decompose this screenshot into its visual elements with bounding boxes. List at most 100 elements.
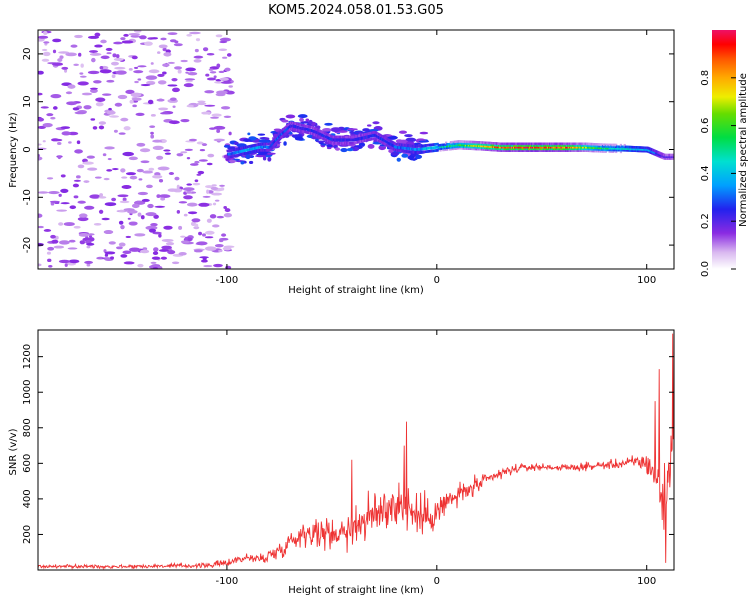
noise-cell (118, 220, 124, 225)
noise-cell (212, 224, 220, 228)
ridge-cell (615, 143, 618, 147)
noise-cell (152, 139, 163, 143)
noise-cell (140, 83, 151, 87)
signal-cell (387, 136, 398, 140)
noise-cell (47, 246, 55, 251)
noise-cell (100, 55, 110, 60)
noise-cell (188, 138, 198, 142)
noise-cell (148, 167, 155, 171)
noise-cell (38, 117, 45, 122)
noise-cell (90, 118, 96, 121)
noise-cell (129, 175, 138, 180)
noise-cell (142, 170, 154, 174)
noise-cell (79, 72, 84, 75)
noise-cell (183, 213, 188, 217)
colorbar-ticks: 0.0 0.2 0.4 0.6 0.8 (700, 70, 736, 277)
noise-cell (73, 63, 79, 67)
noise-cell (223, 205, 227, 209)
noise-cell (160, 37, 167, 41)
noise-cell (172, 105, 176, 108)
y-tick-label: -10 (22, 189, 33, 205)
noise-cell (67, 84, 76, 89)
noise-cell (178, 201, 188, 204)
noise-cell (218, 70, 225, 74)
noise-cell (99, 65, 104, 70)
noise-cell (38, 263, 42, 267)
noise-cell (104, 146, 115, 150)
noise-cell (57, 58, 63, 62)
noise-cell (60, 126, 71, 129)
noise-cell (180, 235, 186, 238)
noise-cell (38, 191, 49, 194)
noise-cell (138, 178, 143, 181)
x-tick-label: -100 (216, 275, 239, 286)
noise-cell (133, 66, 139, 69)
noise-cell (77, 200, 86, 204)
ridge-cell (444, 148, 447, 152)
signal-cell (395, 139, 403, 143)
noise-cell (105, 47, 113, 51)
noise-cell (180, 118, 190, 123)
noise-cell (111, 168, 119, 171)
noise-cell (133, 30, 142, 33)
noise-cell (125, 235, 132, 239)
noise-cell (178, 252, 187, 256)
noise-cell (72, 183, 80, 188)
noise-cell (215, 34, 223, 38)
noise-cell (83, 105, 92, 110)
noise-cell (156, 98, 165, 102)
noise-cell (159, 112, 169, 115)
noise-cell (68, 259, 80, 264)
ridge-cell (610, 150, 613, 153)
noise-cell (160, 197, 166, 201)
noise-cell (183, 195, 193, 200)
noise-cell (187, 211, 198, 215)
noise-cell (140, 160, 150, 164)
noise-cell (190, 221, 196, 226)
ridge-cell (672, 155, 674, 159)
noise-cell (205, 73, 210, 77)
ridge-cell (446, 148, 449, 151)
signal-cell (299, 117, 304, 122)
noise-cell (160, 256, 168, 260)
signal-cell (367, 144, 375, 149)
noise-cell (51, 62, 64, 66)
noise-cell (201, 143, 208, 147)
colorbar-tick-label: 0.6 (700, 118, 711, 134)
noise-cell (196, 102, 207, 106)
noise-cell (117, 194, 129, 198)
noise-cell (60, 188, 69, 193)
noise-cell (206, 218, 212, 223)
noise-cell (118, 209, 125, 213)
noise-cell (157, 166, 170, 171)
noise-cell (69, 205, 77, 210)
noise-cell (84, 205, 95, 210)
noise-cell (214, 199, 220, 202)
noise-cell (186, 183, 193, 186)
noise-cell (78, 52, 82, 57)
noise-cell (65, 91, 73, 95)
noise-cell (50, 234, 56, 239)
noise-cell (197, 170, 205, 175)
noise-cell (202, 257, 207, 260)
noise-cell (186, 34, 193, 37)
noise-cell (83, 180, 90, 183)
x-tick-label: -100 (216, 576, 239, 587)
noise-cell (94, 44, 103, 48)
ridge-cell (619, 150, 623, 154)
noise-cell (186, 202, 198, 207)
signal-cell (326, 144, 333, 148)
signal-cell (273, 128, 280, 132)
noise-cell (47, 258, 52, 263)
noise-cell (48, 190, 60, 195)
ridge-cell (436, 149, 439, 152)
noise-cell (67, 247, 78, 250)
noise-cell (212, 202, 217, 206)
noise-cell (225, 90, 235, 95)
noise-cell (174, 66, 183, 70)
noise-cell (176, 153, 184, 157)
signal-cell (366, 124, 372, 127)
noise-cell (211, 184, 217, 187)
noise-cell (222, 56, 228, 59)
